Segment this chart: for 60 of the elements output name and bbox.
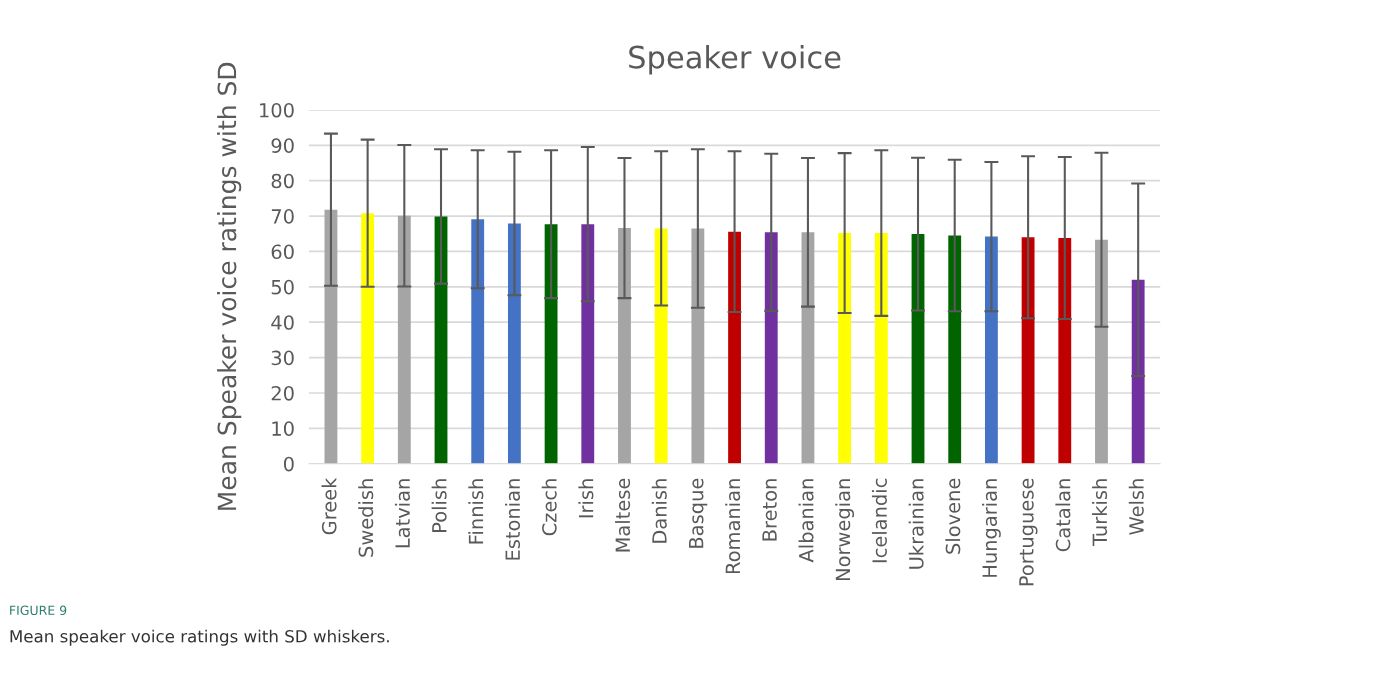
bar [471, 219, 485, 464]
bar [1131, 279, 1145, 464]
y-tick-label: 100 [260, 102, 294, 118]
x-tick-label: Slovene [945, 478, 961, 554]
y-tick-label: 10 [272, 421, 294, 437]
y-tick-label: 50 [271, 279, 294, 295]
y-tick-label: 60 [271, 244, 294, 260]
x-tick-label: Basque [689, 478, 708, 548]
x-tick-label: Latvian [394, 479, 410, 548]
x-tick-label: Estonian [504, 479, 521, 560]
text: Mean speaker voice ratings with SD whiskers. [10, 629, 389, 646]
x-tick-label: Norwegian [835, 479, 855, 580]
x-tick-label: Hungarian [981, 479, 1001, 577]
x-tick-label: Ukrainian [908, 479, 924, 569]
x-tick-label: Romanian [725, 479, 741, 574]
x-tick-label: Breton [762, 479, 777, 541]
y-tick-label: 90 [271, 138, 294, 153]
x-tick-label: Polish [431, 479, 447, 532]
y-tick-label: 40 [271, 315, 294, 330]
bar [801, 232, 815, 464]
bar [1021, 237, 1035, 464]
y-tick-label: 0 [283, 456, 294, 472]
bar [544, 224, 558, 464]
bar [397, 215, 411, 464]
y-tick-label: 20 [271, 385, 294, 401]
bar [361, 213, 375, 464]
caption: FIGURE 9 [10, 605, 67, 616]
x-tick-label: Icelandic [871, 478, 887, 563]
x-tick-label: Catalan [1055, 479, 1071, 552]
bar [728, 231, 741, 464]
bar [581, 224, 595, 464]
x-tick-label: Irish [578, 479, 594, 518]
x-tick-label: Czech [541, 479, 557, 536]
bar [324, 209, 338, 464]
y-tick-label: 80 [271, 173, 294, 189]
y-tick-label: 30 [271, 350, 294, 366]
bar [654, 228, 668, 464]
x-tick-label: Albanian [798, 479, 814, 563]
bar [618, 228, 631, 464]
bar [984, 236, 998, 464]
x-tick-label: Maltese [615, 478, 631, 552]
bar [764, 232, 778, 464]
x-tick-label: Portuguese [1019, 478, 1038, 586]
bar [1058, 238, 1072, 464]
x-tick-label: Greek [321, 477, 337, 535]
y-tick-label: 70 [271, 209, 294, 224]
bar [434, 216, 448, 464]
bar [838, 233, 852, 464]
bar [911, 234, 925, 464]
x-tick-label: Danish [651, 479, 667, 543]
bar [691, 228, 705, 464]
chart-title: Speaker voice [629, 45, 841, 75]
y-axis-title: Mean Speaker voice ratings with SD [217, 62, 242, 510]
x-tick-label: Finnish [468, 479, 484, 544]
x-tick-label: Turkish [1092, 479, 1108, 547]
x-tick-label: Swedish [358, 479, 374, 557]
bar [948, 235, 962, 464]
x-tick-label: Welsh [1128, 479, 1144, 535]
bar [507, 223, 521, 464]
bar [874, 233, 888, 464]
